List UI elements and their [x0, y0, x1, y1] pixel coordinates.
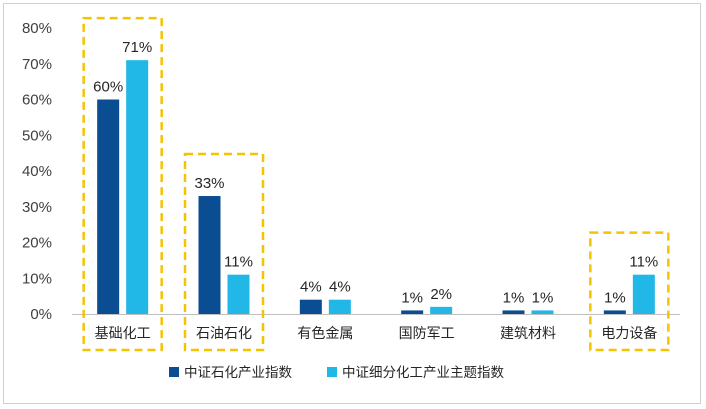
data-label-s2-1: 71% — [122, 39, 152, 56]
data-label-s2-5: 1% — [532, 289, 554, 306]
y-tick-label: 0% — [30, 306, 52, 323]
bar-s1-3 — [299, 299, 322, 314]
bar-s2-5 — [531, 310, 554, 314]
x-tick-label-4: 国防军工 — [399, 326, 455, 342]
y-tick-label: 20% — [22, 235, 52, 252]
highlight-box-1 — [82, 16, 163, 352]
highlight-box-2 — [183, 152, 265, 352]
highlight-box-6 — [589, 231, 670, 352]
bar-s1-5 — [502, 310, 525, 314]
y-tick-label: 80% — [22, 20, 52, 37]
y-tick-label: 40% — [22, 163, 52, 180]
data-label-s2-3: 4% — [329, 279, 351, 296]
x-tick-label-3: 有色金属 — [297, 325, 353, 342]
legend-label-2: 中证细分化工产业主题指数 — [342, 365, 504, 381]
legend-label-1: 中证石化产业指数 — [184, 365, 292, 381]
chart-frame — [3, 3, 701, 404]
x-tick-label-1: 基础化工 — [95, 325, 151, 342]
x-tick-label-6: 电力设备 — [601, 325, 657, 342]
data-label-s2-6: 11% — [629, 254, 658, 271]
data-label-s2-4: 2% — [430, 286, 452, 303]
data-label-s1-2: 33% — [194, 175, 224, 192]
data-label-s1-1: 60% — [93, 79, 123, 96]
y-tick-label: 60% — [22, 92, 52, 109]
bar-s1-6 — [603, 310, 626, 314]
y-tick-label: 70% — [22, 56, 52, 73]
y-tick-label: 30% — [22, 199, 52, 216]
legend-swatch-1 — [169, 367, 179, 377]
x-tick-label-2: 石油石化 — [196, 326, 252, 342]
bar-s2-1 — [126, 60, 149, 314]
data-label-s1-6: 1% — [604, 289, 626, 306]
bar-s1-4 — [401, 310, 424, 314]
bar-s2-3 — [328, 299, 351, 314]
bar-s2-2 — [227, 274, 250, 314]
x-tick-label-5: 建筑材料 — [500, 326, 556, 342]
data-label-s1-3: 4% — [300, 279, 322, 296]
data-label-s1-4: 1% — [401, 289, 423, 306]
y-tick-label: 50% — [22, 127, 52, 144]
bar-s2-6 — [632, 274, 655, 314]
bar-s1-2 — [198, 196, 221, 314]
bar-s2-4 — [430, 306, 453, 314]
data-label-s2-2: 11% — [224, 254, 253, 271]
bar-s1-1 — [97, 99, 120, 314]
y-tick-label: 10% — [22, 270, 52, 287]
legend-swatch-2 — [327, 367, 337, 377]
data-label-s1-5: 1% — [503, 289, 525, 306]
